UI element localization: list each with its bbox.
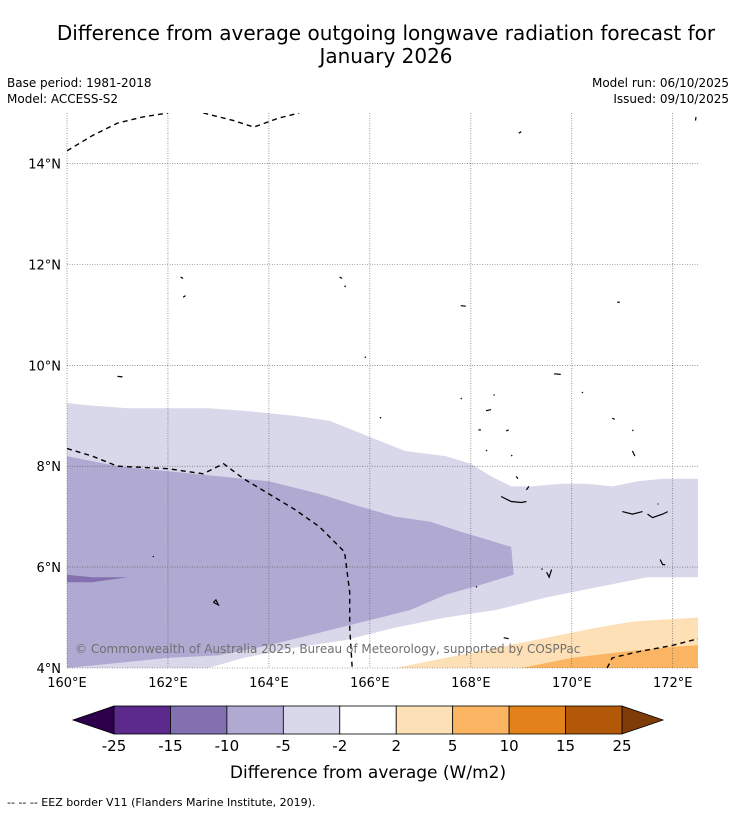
y-tick-labels: 4°N 6°N 8°N 10°N 12°N 14°N bbox=[28, 157, 61, 677]
x-tick-label-1: 162°E bbox=[148, 676, 188, 691]
coastline-27 bbox=[647, 511, 668, 519]
eez-border-1 bbox=[203, 113, 300, 128]
x-tick-label-6: 172°E bbox=[653, 676, 693, 691]
colorbar-tick-0: -25 bbox=[102, 737, 127, 755]
y-tick-label-5: 14°N bbox=[28, 157, 61, 172]
base-period: Base period: 1981-2018 bbox=[7, 76, 152, 90]
x-tick-label-5: 170°E bbox=[552, 676, 592, 691]
coastline-31 bbox=[541, 568, 543, 571]
chart-svg: © Commonwealth of Australia 2025, Bureau… bbox=[28, 113, 698, 783]
colorbar-tick-4: -2 bbox=[332, 737, 347, 755]
coastline-12 bbox=[485, 409, 492, 412]
coastline-24 bbox=[500, 495, 527, 504]
colorbar-tick-2: -10 bbox=[215, 737, 240, 755]
gridlines bbox=[66, 113, 698, 669]
coastline-10 bbox=[460, 397, 463, 400]
coastline-18 bbox=[510, 454, 513, 457]
x-tick-label-3: 166°E bbox=[350, 676, 390, 691]
coastline-14 bbox=[379, 416, 382, 419]
coastline-13 bbox=[554, 373, 561, 375]
coastline-4 bbox=[339, 276, 343, 280]
x-tick-label-0: 160°E bbox=[47, 676, 87, 691]
coastline-2 bbox=[180, 276, 184, 280]
y-tick-label-1: 6°N bbox=[37, 561, 62, 576]
coastline-25 bbox=[525, 486, 530, 491]
colorbar-under-arrow bbox=[71, 705, 115, 735]
colorbar-bin-0 bbox=[113, 705, 171, 735]
coastline-26 bbox=[622, 511, 643, 515]
colorbar-bin-5 bbox=[395, 705, 454, 735]
eez-footnote: -- -- -- EEZ border V11 (Flanders Marine… bbox=[7, 796, 316, 809]
y-tick-label-4: 12°N bbox=[28, 258, 61, 273]
colorbar-tick-7: 10 bbox=[500, 737, 519, 755]
y-tick-label-3: 10°N bbox=[28, 359, 61, 374]
eez-border-0 bbox=[67, 113, 169, 152]
coastline-5 bbox=[344, 285, 347, 288]
eez-border-2 bbox=[67, 447, 353, 668]
coastline-0 bbox=[518, 131, 522, 134]
chart-title-line-1: Difference from average outgoing longwav… bbox=[56, 21, 716, 45]
coastline-33 bbox=[212, 598, 220, 607]
coastline-23 bbox=[515, 475, 519, 480]
chart-title: Difference from average outgoing longwav… bbox=[0, 22, 736, 68]
coastline-1 bbox=[694, 116, 697, 121]
colorbar-tick-1: -15 bbox=[158, 737, 183, 755]
copyright-text: © Commonwealth of Australia 2025, Bureau… bbox=[75, 642, 580, 656]
colorbar-tick-8: 15 bbox=[556, 737, 575, 755]
coastline-20 bbox=[611, 417, 615, 420]
coastline-3 bbox=[182, 295, 186, 298]
contour-region-4 bbox=[521, 645, 698, 668]
y-tick-label-0: 4°N bbox=[37, 662, 62, 677]
coastline-16 bbox=[485, 449, 488, 452]
eez-border-3 bbox=[606, 638, 698, 668]
x-tick-label-4: 168°E bbox=[451, 676, 491, 691]
coastline-22 bbox=[631, 450, 636, 457]
colorbar-bin-7 bbox=[508, 705, 566, 735]
x-tick-labels: 160°E 162°E 164°E 166°E 168°E 170°E 172°E bbox=[47, 676, 692, 691]
chart-title-line-2: January 2026 bbox=[319, 44, 453, 68]
coastline-34 bbox=[475, 585, 478, 588]
meta-left: Base period: 1981-2018 Model: ACCESS-S2 bbox=[7, 75, 152, 107]
colorbar-tick-6: 5 bbox=[448, 737, 458, 755]
coastline-6 bbox=[460, 305, 466, 307]
coastline-8 bbox=[117, 375, 123, 378]
eez-border-lines bbox=[67, 113, 698, 668]
colorbar-label: Difference from average (W/m2) bbox=[230, 763, 506, 783]
y-tick-label-2: 8°N bbox=[37, 460, 62, 475]
coastline-30 bbox=[546, 569, 553, 579]
colorbar-bin-4 bbox=[339, 705, 397, 735]
colorbar-tick-3: -5 bbox=[276, 737, 291, 755]
coastline-9 bbox=[364, 356, 367, 359]
coastline-32 bbox=[152, 555, 155, 558]
colorbar-bin-2 bbox=[226, 705, 284, 735]
coastline-35 bbox=[503, 637, 509, 640]
coastline-15 bbox=[505, 429, 509, 432]
colorbar-over-arrow bbox=[621, 705, 665, 735]
colorbar-tick-9: 25 bbox=[612, 737, 631, 755]
coastline-29 bbox=[659, 559, 666, 566]
coastline-11 bbox=[493, 394, 496, 396]
colorbar-bin-3 bbox=[282, 705, 341, 735]
coastline-19 bbox=[581, 391, 584, 394]
x-tick-label-2: 164°E bbox=[249, 676, 289, 691]
colorbar-bin-6 bbox=[452, 705, 510, 735]
model-name: Model: ACCESS-S2 bbox=[7, 92, 119, 106]
contour-region-2 bbox=[67, 574, 128, 583]
model-run: Model run: 06/10/2025 bbox=[591, 76, 729, 90]
contour-region-1 bbox=[67, 456, 514, 668]
coastlines bbox=[117, 116, 697, 640]
colorbar-tick-5: 2 bbox=[391, 737, 401, 755]
colorbar-bin-8 bbox=[565, 705, 623, 735]
contour-regions bbox=[67, 403, 698, 668]
coastline-21 bbox=[631, 429, 634, 432]
issued-date: Issued: 09/10/2025 bbox=[613, 92, 729, 106]
colorbar-bin-1 bbox=[170, 705, 228, 735]
meta-right: Model run: 06/10/2025 Issued: 09/10/2025 bbox=[592, 75, 729, 107]
